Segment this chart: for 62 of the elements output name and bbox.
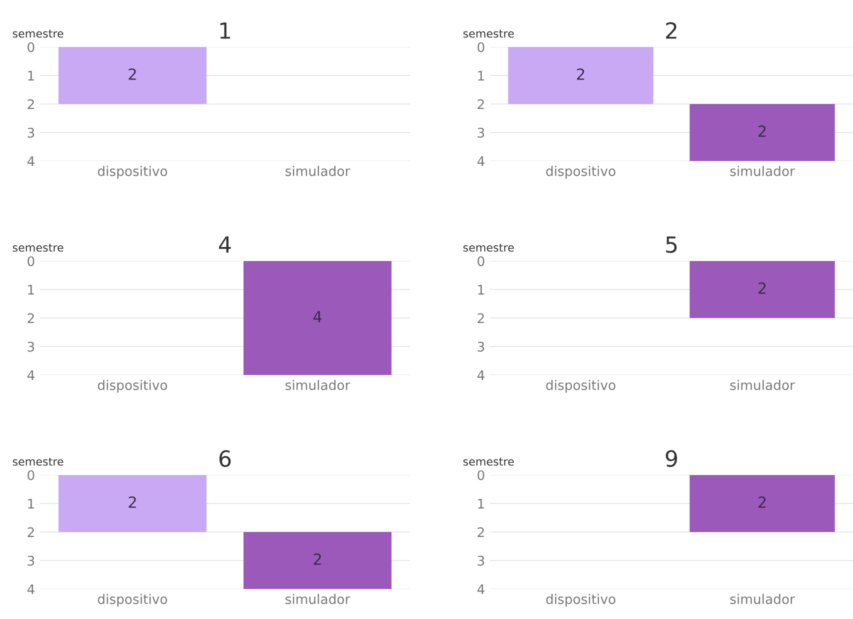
y-tick-label: 0 <box>28 470 34 480</box>
y-tick-label: 3 <box>478 342 484 352</box>
y-tick-label: 1 <box>28 284 34 295</box>
y-tick-label: 0 <box>478 470 484 480</box>
y-tick-label: 4 <box>477 370 484 380</box>
y-tick-label: 3 <box>478 128 484 138</box>
y-tick-label: 1 <box>478 70 484 81</box>
data-label: 2 <box>758 496 766 508</box>
chart-title: 6 <box>219 450 231 467</box>
y-tick-label: 1 <box>28 498 34 509</box>
y-tick-label: 4 <box>477 584 484 594</box>
data-label: 2 <box>758 125 766 137</box>
y-tick-label: 4 <box>477 156 484 166</box>
x-tick-label: dispositivo <box>546 166 616 179</box>
x-tick-label: simulador <box>286 594 350 604</box>
y-axis-title: semestre <box>12 244 64 252</box>
y-tick-label: 3 <box>28 342 34 352</box>
x-tick-label: dispositivo <box>98 594 168 607</box>
y-tick-label: 1 <box>478 498 484 509</box>
y-tick-label: 1 <box>28 70 34 81</box>
data-label: 2 <box>577 68 584 80</box>
chart-title: 9 <box>666 450 678 467</box>
y-tick-label: 3 <box>28 128 34 138</box>
y-axis-title: semestre <box>12 458 64 466</box>
chart-title: 2 <box>666 22 676 39</box>
y-tick-label: 2 <box>28 313 34 324</box>
x-tick-label: dispositivo <box>98 380 168 393</box>
y-tick-label: 3 <box>28 556 34 566</box>
data-label: 2 <box>758 282 766 294</box>
y-tick-label: 2 <box>478 527 484 538</box>
x-tick-label: simulador <box>286 380 350 390</box>
y-axis-title: semestre <box>463 458 514 466</box>
y-axis-title: semestre <box>463 244 514 252</box>
y-tick-label: 3 <box>478 556 484 566</box>
x-tick-label: simulador <box>286 166 350 176</box>
y-tick-label: 2 <box>28 99 34 110</box>
y-tick-label: 1 <box>478 284 484 295</box>
x-tick-label: simulador <box>730 166 795 176</box>
y-axis-title: semestre <box>463 30 514 38</box>
x-tick-label: simulador <box>730 380 795 390</box>
chart-title: 1 <box>220 22 230 39</box>
y-tick-label: 0 <box>28 256 34 266</box>
chart-title: 4 <box>219 236 231 253</box>
y-axis-title: semestre <box>12 30 64 38</box>
data-label: 4 <box>313 311 322 322</box>
chart-title: 5 <box>666 236 677 253</box>
y-tick-label: 4 <box>27 156 34 166</box>
x-tick-label: dispositivo <box>546 380 616 393</box>
data-label: 2 <box>314 553 321 565</box>
data-label: 2 <box>128 496 136 508</box>
y-tick-label: 4 <box>27 370 34 380</box>
data-label: 2 <box>128 68 136 80</box>
y-tick-label: 2 <box>478 313 484 324</box>
y-tick-label: 0 <box>478 42 484 52</box>
y-tick-label: 0 <box>478 256 484 266</box>
x-tick-label: simulador <box>730 594 795 604</box>
y-tick-label: 4 <box>27 584 34 594</box>
y-tick-label: 0 <box>28 42 34 52</box>
x-tick-label: dispositivo <box>98 166 168 179</box>
x-tick-label: dispositivo <box>546 594 616 607</box>
y-tick-label: 2 <box>478 99 484 110</box>
y-tick-label: 2 <box>28 527 34 538</box>
